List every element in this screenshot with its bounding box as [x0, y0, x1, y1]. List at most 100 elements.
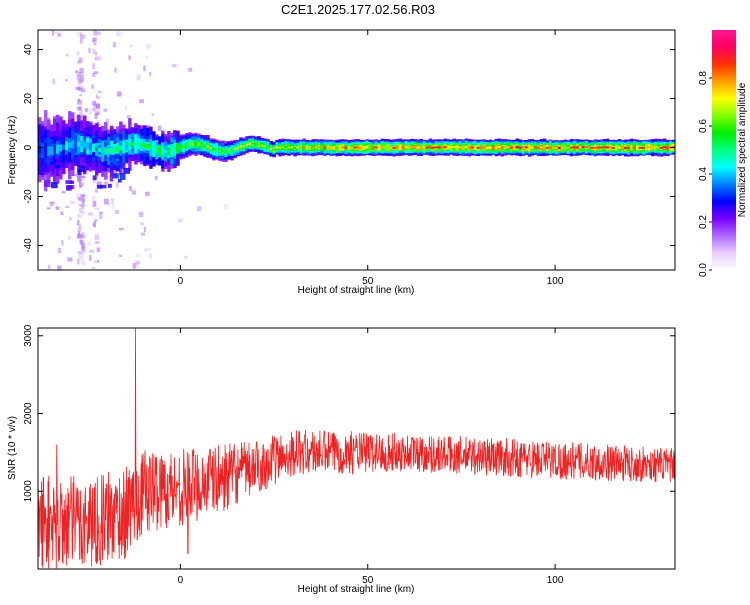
- noise-cell: [148, 253, 152, 259]
- band-cell: [629, 146, 634, 149]
- band-cell: [53, 145, 57, 156]
- band-cell: [419, 146, 424, 149]
- noise-cell: [116, 182, 119, 188]
- noise-cell: [81, 232, 85, 238]
- noise-cell: [55, 206, 59, 210]
- noise-cell: [79, 116, 83, 120]
- band-cell: [584, 146, 589, 149]
- band-blob: [114, 153, 120, 159]
- band-cell: [152, 147, 156, 151]
- noise-cell: [80, 114, 86, 117]
- band-cell: [56, 144, 60, 154]
- noise-cell: [81, 89, 86, 92]
- noise-cell: [93, 100, 96, 107]
- noise-cell: [61, 191, 66, 194]
- band-cell: [656, 146, 661, 149]
- band-cell: [557, 146, 562, 150]
- noise-cell: [79, 114, 83, 118]
- band-cell: [599, 146, 604, 149]
- noise-cell: [94, 234, 100, 241]
- noise-cell: [112, 41, 117, 48]
- noise-cell: [96, 56, 102, 61]
- band-cell: [359, 146, 363, 149]
- noise-cell: [96, 120, 101, 127]
- band-cell: [437, 146, 442, 149]
- spectrogram-x-tick-label: 50: [362, 276, 374, 287]
- noise-cell: [139, 99, 145, 104]
- noise-cell: [105, 118, 109, 123]
- snr-background: [38, 328, 675, 569]
- noise-cell: [93, 43, 97, 46]
- colorbar-gradient: [712, 30, 736, 270]
- noise-cell: [85, 108, 88, 113]
- colorbar-tick-label: 0.6: [698, 119, 709, 133]
- noise-cell: [77, 99, 83, 105]
- band-cell: [167, 148, 171, 155]
- noise-cell: [91, 108, 95, 111]
- noise-cell: [80, 249, 85, 255]
- band-cell: [182, 145, 186, 148]
- band-cell: [59, 144, 63, 152]
- noise-cell: [146, 43, 151, 49]
- snr-y-ticks: 1000 2000 3000: [23, 324, 675, 502]
- noise-cell: [75, 86, 81, 91]
- band-cell: [482, 146, 487, 149]
- band-blob: [92, 175, 97, 181]
- band-cell: [269, 147, 273, 150]
- noise-cell: [116, 31, 121, 37]
- colorbar: 0.0 0.2 0.4 0.6 0.8 Normalized spectral ampl…: [698, 30, 748, 277]
- noise-cell: [95, 190, 99, 193]
- band-cell: [134, 141, 138, 147]
- noise-cell: [114, 209, 119, 214]
- band-cell: [155, 146, 159, 153]
- noise-cell: [65, 53, 69, 57]
- band-cell: [488, 146, 493, 149]
- noise-cell: [58, 247, 61, 254]
- noise-cell: [76, 177, 82, 183]
- band-cell: [149, 145, 153, 151]
- noise-cell: [81, 234, 86, 239]
- band-cell: [50, 146, 54, 155]
- band-cell: [611, 146, 616, 150]
- noise-cell: [80, 34, 85, 39]
- band-cell: [596, 146, 601, 149]
- noise-cell: [88, 47, 91, 53]
- noise-cell: [103, 108, 107, 112]
- spectrogram-y-tick-label: -20: [23, 189, 34, 204]
- noise-cell: [77, 196, 83, 201]
- band-cell: [647, 146, 652, 149]
- noise-cell: [135, 254, 140, 257]
- band-cell: [644, 146, 649, 149]
- band-cell: [92, 143, 96, 152]
- band-cell: [389, 146, 393, 149]
- band-cell: [95, 147, 99, 152]
- band-cell: [626, 147, 631, 150]
- band-cell: [416, 146, 420, 149]
- band-blob: [60, 156, 66, 163]
- noise-cell: [143, 247, 147, 252]
- noise-cell: [96, 259, 100, 263]
- colorbar-ticks: 0.0 0.2 0.4 0.6 0.8: [698, 71, 712, 277]
- band-cell: [305, 146, 309, 149]
- noise-cell: [92, 106, 97, 112]
- noise-cell: [78, 185, 83, 188]
- band-cell: [590, 146, 595, 149]
- noise-cell: [78, 253, 84, 260]
- band-cell: [293, 147, 297, 149]
- band-blob: [97, 157, 101, 161]
- band-cell: [641, 146, 646, 149]
- noise-cell: [81, 175, 86, 181]
- band-cell: [77, 141, 81, 147]
- band-cell: [395, 146, 399, 149]
- noise-cell: [78, 86, 83, 91]
- band-cell: [458, 146, 463, 149]
- band-cell: [296, 146, 300, 149]
- band-cell: [173, 146, 177, 152]
- band-cell: [203, 144, 207, 148]
- band-cell: [554, 146, 559, 149]
- band-cell: [650, 146, 655, 149]
- band-cell: [407, 146, 411, 149]
- noise-cell: [95, 188, 98, 192]
- spectrogram-y-tick-label: 40: [23, 44, 34, 56]
- band-cell: [323, 146, 327, 149]
